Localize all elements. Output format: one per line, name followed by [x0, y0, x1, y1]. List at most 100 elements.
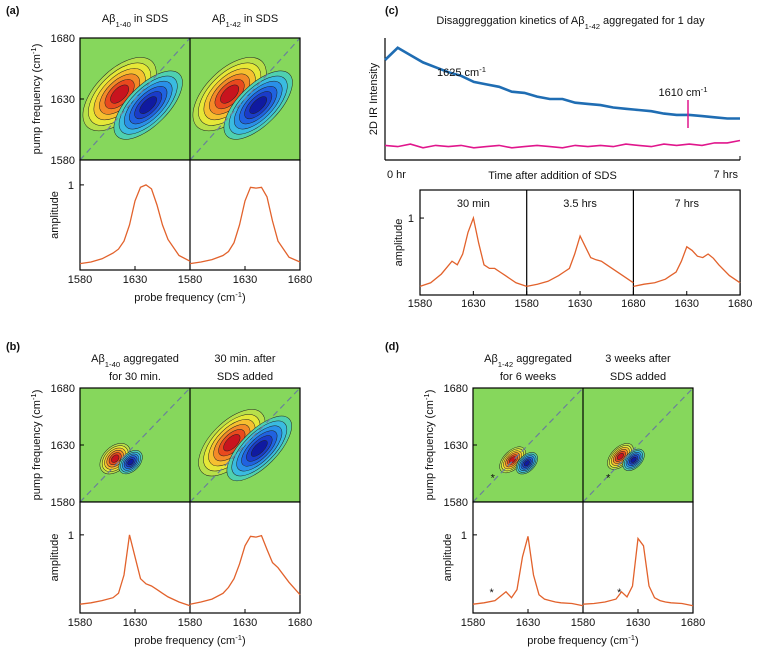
panel-label: (b) — [6, 341, 20, 353]
column-title: Aβ1-40 in SDS — [102, 13, 168, 29]
column-title-part: 1-40 — [115, 20, 130, 29]
x-axis-label-part: probe frequency (cm — [134, 635, 235, 647]
column-title-part: aggregated — [513, 353, 572, 365]
contour-level — [250, 440, 268, 457]
column-title-part: Aβ — [102, 13, 116, 25]
x-tick-label: 1680 — [681, 617, 705, 629]
column-title: SDS added — [610, 371, 666, 383]
x-tick-label: 1630 — [675, 298, 699, 310]
x-tick-label: 1580 — [178, 274, 202, 286]
x-axis-label: probe frequency (cm-1) — [134, 290, 245, 305]
y-axis-label-part: pump frequency (cm — [424, 400, 436, 500]
y-axis-label-part: -1 — [29, 47, 38, 54]
column-title-part: 1-42 — [225, 20, 240, 29]
x-tick-label: 1580 — [68, 274, 92, 286]
series-line — [384, 139, 741, 149]
y-tick-label: 1630 — [51, 440, 75, 452]
column-title: Aβ1-42 aggregated — [484, 353, 572, 369]
contour-level — [220, 84, 240, 104]
contour-level — [110, 84, 130, 104]
x-axis-label-part: probe frequency (cm — [527, 635, 628, 647]
contour-plot — [473, 388, 583, 502]
x-tick-label: 1630 — [516, 617, 540, 629]
annotation: * — [491, 473, 496, 485]
panel-label: (d) — [385, 341, 399, 353]
x-axis-label-part: ) — [242, 292, 246, 304]
contour-level — [249, 96, 267, 114]
spectrum-line — [79, 534, 191, 607]
panel-label: (c) — [385, 5, 399, 17]
spectra-frame — [419, 189, 741, 296]
y-axis-label-part: -1 — [422, 393, 431, 400]
y-tick-label: 1580 — [51, 155, 75, 167]
amplitude-label: amplitude — [49, 534, 61, 582]
y-axis-label-part: -1 — [29, 393, 38, 400]
column-title: 3.5 hrs — [563, 198, 597, 210]
diagonal — [190, 38, 300, 160]
x-axis-label-part: ) — [242, 635, 246, 647]
x-axis-label-part: ) — [635, 635, 639, 647]
spectrum-line — [526, 234, 634, 288]
amplitude-label: amplitude — [442, 534, 454, 582]
spectrum-line — [472, 536, 584, 607]
contour-level — [223, 434, 241, 452]
column-title-part: 3 weeks after — [605, 353, 671, 365]
contour-level — [127, 458, 134, 466]
column-title: Aβ1-40 aggregated — [91, 353, 179, 369]
contour-level — [139, 96, 157, 114]
diagonal — [80, 38, 190, 160]
diagonal — [80, 388, 190, 502]
y-tick-label: 1680 — [444, 383, 468, 395]
y-axis-label: pump frequency (cm-1) — [29, 390, 44, 501]
legend-label-part: -1 — [701, 85, 708, 94]
y-axis-label-part: ) — [31, 390, 43, 394]
contour-plot — [190, 38, 300, 160]
spectrum-line — [582, 536, 694, 607]
amplitude-label: amplitude — [393, 219, 405, 267]
amplitude-label: amplitude — [49, 191, 61, 239]
diagonal — [190, 388, 300, 502]
spectrum-line — [189, 186, 301, 265]
x-axis-label: probe frequency (cm-1) — [527, 633, 638, 648]
x-tick-label: 1630 — [568, 298, 592, 310]
column-title-part: 30 min. after — [214, 353, 275, 365]
contour-plot — [583, 388, 693, 502]
column-title-part: Aβ — [484, 353, 498, 365]
column-title-part: SDS added — [610, 371, 666, 383]
x-tick-label: 1680 — [288, 617, 312, 629]
y-tick-label: 1680 — [51, 383, 75, 395]
y-axis-label-part: pump frequency (cm — [31, 54, 43, 154]
y-axis-label: pump frequency (cm-1) — [29, 44, 44, 155]
contour-level — [630, 456, 637, 463]
panel-label: (a) — [6, 5, 20, 17]
column-title: Aβ1-42 in SDS — [212, 13, 278, 29]
diagonal — [583, 388, 693, 502]
column-title-part: in SDS — [241, 13, 278, 25]
x-tick-label: 1630 — [461, 298, 485, 310]
legend-label-part: -1 — [479, 65, 486, 74]
contour-level — [111, 454, 120, 463]
diagonal — [473, 388, 583, 502]
spectrum-line — [189, 534, 301, 605]
column-title-part: 1-42 — [498, 360, 513, 369]
y-tick-label: 1 — [68, 180, 74, 192]
x-tick-label: 1630 — [233, 274, 257, 286]
contour-level — [523, 460, 530, 467]
column-title-part: 1-40 — [105, 360, 120, 369]
x-axis-label-part: probe frequency (cm — [134, 292, 235, 304]
y-tick-label: 1680 — [51, 33, 75, 45]
y-tick-label: 1630 — [51, 94, 75, 106]
y-axis-label: pump frequency (cm-1) — [422, 390, 437, 501]
y-tick-label: 1580 — [51, 497, 75, 509]
x-tick-label: 1680 — [288, 274, 312, 286]
chart-title: Disaggreggation kinetics of Aβ1-42 aggre… — [436, 15, 705, 31]
column-title-part: Aβ — [91, 353, 105, 365]
contour-plot — [190, 388, 300, 502]
column-title-part: for 6 weeks — [500, 371, 557, 383]
x-tick-label: 1580 — [68, 617, 92, 629]
x-tick-label: 1630 — [123, 274, 147, 286]
x-tick-label: 1580 — [571, 617, 595, 629]
x-tick-label: 1580 — [408, 298, 432, 310]
